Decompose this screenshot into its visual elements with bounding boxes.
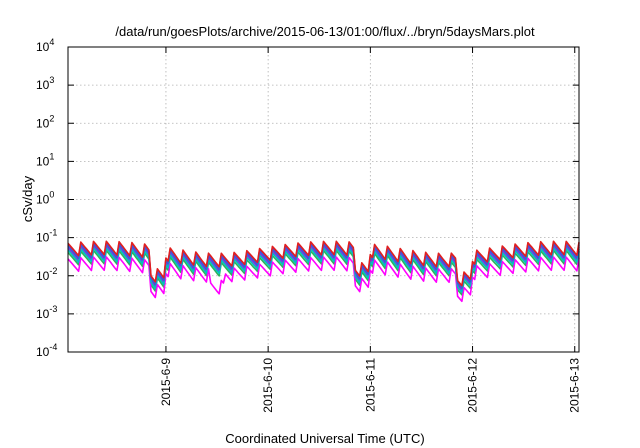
x-tick-label: 2015-6-9 xyxy=(159,358,173,406)
plot-series xyxy=(67,240,580,303)
x-axis-label: Coordinated Universal Time (UTC) xyxy=(225,431,424,446)
series-line xyxy=(67,256,580,303)
series-line xyxy=(67,240,580,287)
y-tick-label: 104 xyxy=(36,37,54,54)
y-tick-label: 10-1 xyxy=(36,228,57,245)
grid-lines xyxy=(68,47,579,352)
y-tick-label: 10-2 xyxy=(36,266,57,283)
y-tick-label: 100 xyxy=(36,190,54,207)
y-tick-label: 10-4 xyxy=(36,342,57,359)
y-axis-label: cSv/day xyxy=(20,175,35,222)
y-tick-label: 103 xyxy=(36,75,54,92)
y-tick-label: 102 xyxy=(36,113,54,130)
x-tick-label: 2015-6-13 xyxy=(568,358,582,413)
chart-title: /data/run/goesPlots/archive/2015-06-13/0… xyxy=(115,24,535,39)
x-tick-label: 2015-6-10 xyxy=(261,358,275,413)
x-tick-labels: 2015-6-9 2015-6-10 2015-6-11 2015-6-12 2015-… xyxy=(159,358,582,413)
y-tick-labels: 10-4 10-3 10-2 10-1 100 101 102 103 104 xyxy=(36,37,57,359)
y-tick-label: 10-3 xyxy=(36,304,57,321)
y-tick-label: 101 xyxy=(36,151,54,168)
x-tick-label: 2015-6-11 xyxy=(363,358,377,412)
axis-ticks xyxy=(68,46,579,353)
x-tick-label: 2015-6-12 xyxy=(466,358,480,413)
